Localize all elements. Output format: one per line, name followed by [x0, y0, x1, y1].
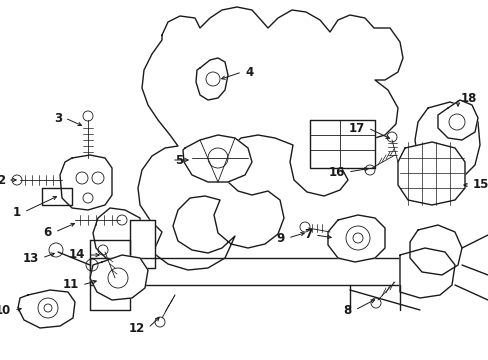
Text: 14: 14: [68, 248, 85, 261]
Polygon shape: [90, 255, 148, 300]
Text: 9: 9: [276, 231, 285, 244]
Polygon shape: [397, 142, 464, 205]
Polygon shape: [60, 155, 112, 210]
Polygon shape: [399, 248, 454, 298]
Polygon shape: [42, 188, 72, 205]
Text: 4: 4: [244, 66, 253, 78]
Polygon shape: [437, 100, 477, 140]
Text: 11: 11: [62, 279, 79, 292]
Polygon shape: [414, 102, 479, 182]
Text: 16: 16: [328, 166, 345, 179]
Polygon shape: [196, 58, 227, 100]
Text: 3: 3: [54, 112, 62, 125]
Text: 1: 1: [13, 206, 21, 219]
Polygon shape: [327, 215, 384, 262]
Text: 12: 12: [128, 321, 145, 334]
Text: 7: 7: [303, 229, 311, 242]
Text: 18: 18: [460, 91, 476, 104]
Text: 15: 15: [472, 179, 488, 192]
Text: 5: 5: [175, 153, 183, 166]
Text: 17: 17: [348, 122, 364, 135]
Text: 8: 8: [343, 303, 351, 316]
Polygon shape: [409, 225, 461, 275]
Polygon shape: [90, 258, 399, 285]
Text: 2: 2: [0, 174, 5, 186]
Polygon shape: [183, 135, 251, 182]
Polygon shape: [130, 220, 155, 268]
Polygon shape: [309, 120, 374, 168]
Polygon shape: [93, 7, 402, 270]
Text: 13: 13: [23, 252, 39, 265]
Polygon shape: [90, 240, 130, 310]
Text: 10: 10: [0, 303, 11, 316]
Text: 6: 6: [43, 225, 52, 238]
Polygon shape: [18, 290, 75, 328]
